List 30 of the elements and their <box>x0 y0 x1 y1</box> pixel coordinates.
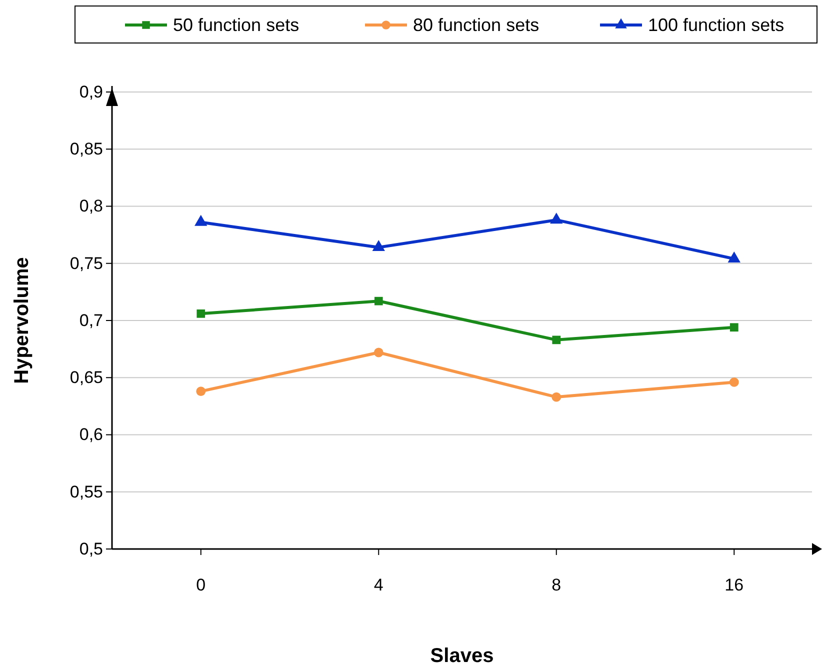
legend-label: 50 function sets <box>173 15 300 35</box>
y-tick-label: 0,85 <box>70 140 103 159</box>
point <box>729 377 739 387</box>
x-tick-label: 4 <box>374 575 384 594</box>
point <box>194 214 208 226</box>
point <box>728 251 740 262</box>
legend-label: 80 function sets <box>413 15 540 35</box>
point <box>196 386 206 396</box>
point <box>374 296 383 306</box>
y-tick-label: 0,55 <box>70 482 103 502</box>
point <box>374 348 384 358</box>
point <box>730 323 738 332</box>
point <box>550 212 563 224</box>
y-tick-label: 0,65 <box>70 368 103 388</box>
point <box>552 336 561 344</box>
legend-label: 100 function sets <box>648 15 784 35</box>
point <box>196 309 206 318</box>
x-axis-title: Slaves <box>430 645 494 667</box>
point <box>372 240 385 252</box>
y-tick-label: 0,7 <box>79 310 103 330</box>
x-tick-label: 16 <box>724 575 744 594</box>
x-tick-label: 8 <box>552 575 562 594</box>
y-tick-label: 0,6 <box>79 425 103 444</box>
y-axis-title: Hypervolume <box>11 257 33 384</box>
point <box>552 392 562 402</box>
x-tick-label: 0 <box>196 575 206 594</box>
y-tick-label: 0,5 <box>79 539 103 558</box>
y-tick-label: 0,75 <box>70 254 103 273</box>
y-tick-label: 0,9 <box>79 82 103 102</box>
y-tick-label: 0,8 <box>79 196 103 216</box>
